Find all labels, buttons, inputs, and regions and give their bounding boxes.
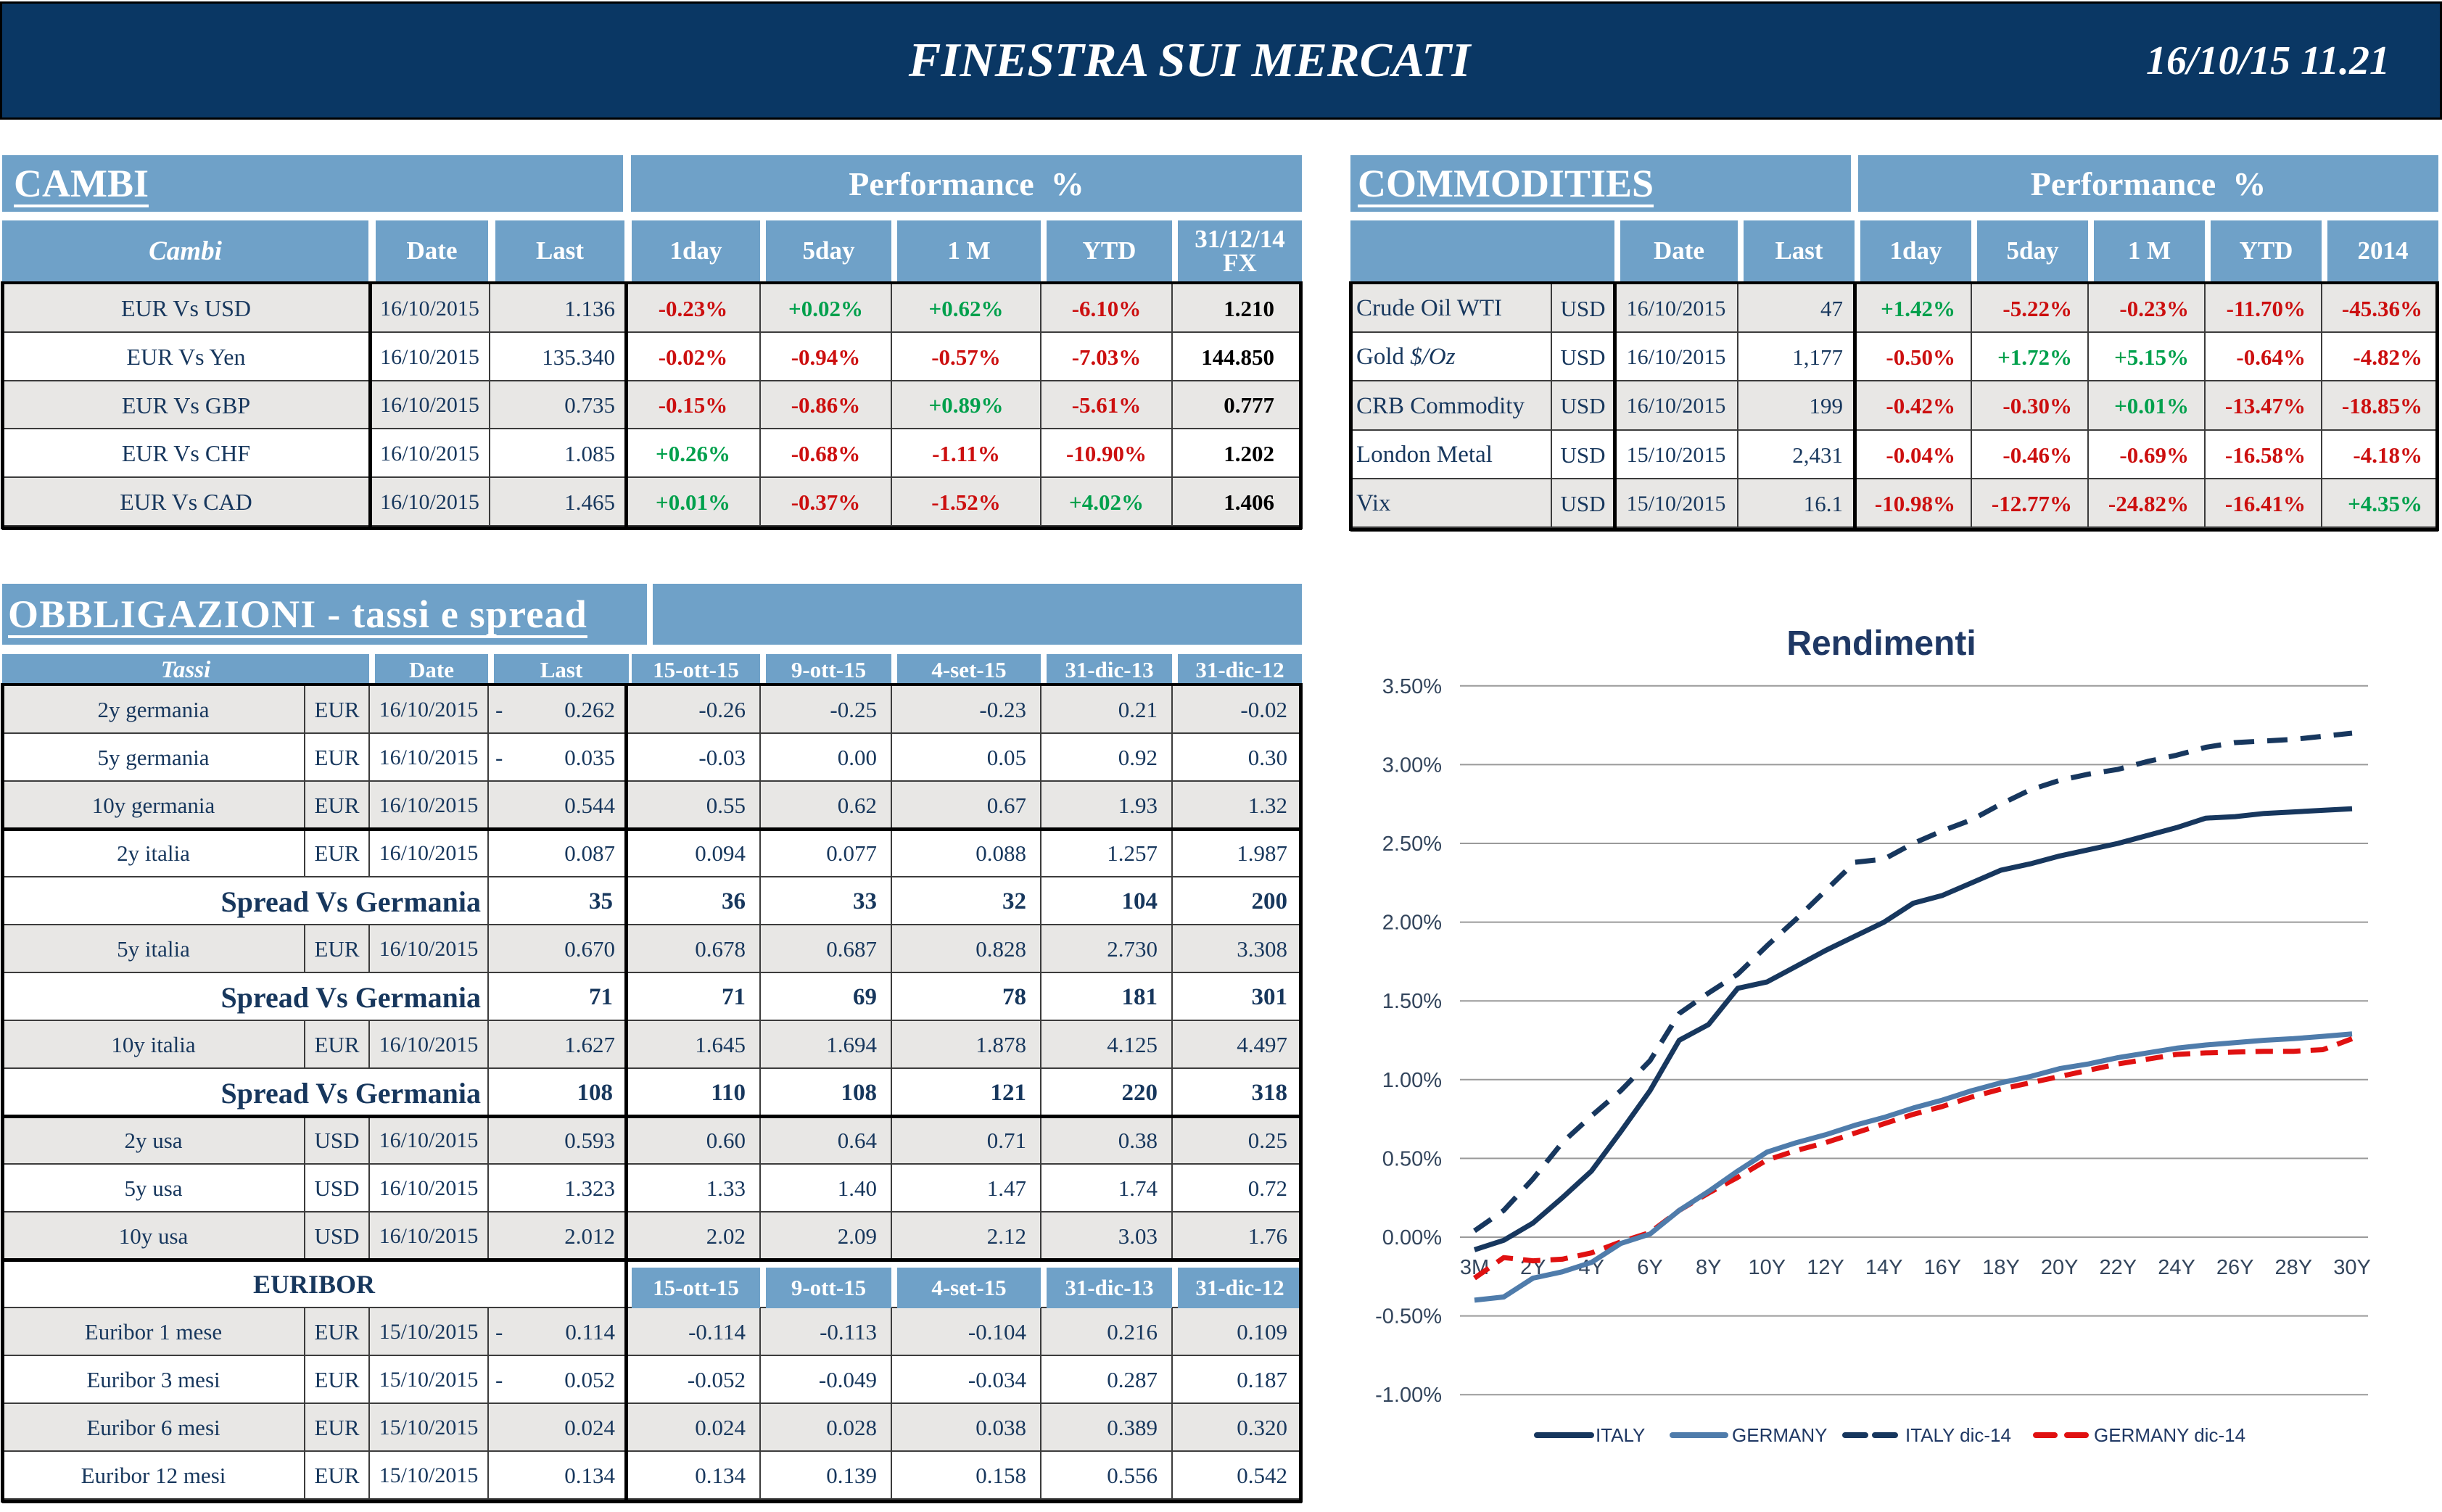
svg-text:28Y: 28Y (2274, 1256, 2312, 1279)
svg-text:-1.00%: -1.00% (1375, 1384, 1442, 1407)
svg-text:30Y: 30Y (2333, 1256, 2371, 1279)
svg-text:2.50%: 2.50% (1382, 833, 1442, 856)
svg-text:3.00%: 3.00% (1382, 753, 1442, 777)
svg-text:0.00%: 0.00% (1382, 1226, 1442, 1249)
svg-text:12Y: 12Y (1807, 1256, 1844, 1279)
svg-text:6Y: 6Y (1637, 1256, 1662, 1279)
svg-text:22Y: 22Y (2099, 1256, 2137, 1279)
svg-text:Rendimenti: Rendimenti (1786, 624, 1976, 663)
svg-text:20Y: 20Y (2041, 1256, 2079, 1279)
svg-text:-0.50%: -0.50% (1375, 1305, 1442, 1329)
svg-text:14Y: 14Y (1865, 1256, 1903, 1279)
svg-text:GERMANY: GERMANY (1732, 1424, 1827, 1446)
svg-text:1.00%: 1.00% (1382, 1069, 1442, 1092)
svg-text:24Y: 24Y (2158, 1256, 2195, 1279)
svg-text:ITALY: ITALY (1596, 1424, 1645, 1446)
svg-text:0.50%: 0.50% (1382, 1147, 1442, 1170)
svg-text:26Y: 26Y (2216, 1256, 2254, 1279)
svg-text:1.50%: 1.50% (1382, 990, 1442, 1013)
svg-text:16Y: 16Y (1923, 1256, 1961, 1279)
svg-text:ITALY dic-14: ITALY dic-14 (1905, 1424, 2011, 1446)
svg-text:3.50%: 3.50% (1382, 675, 1442, 698)
svg-text:18Y: 18Y (1982, 1256, 2020, 1279)
svg-text:8Y: 8Y (1696, 1256, 1721, 1279)
svg-text:10Y: 10Y (1748, 1256, 1786, 1279)
svg-text:GERMANY dic-14: GERMANY dic-14 (2094, 1424, 2245, 1446)
svg-text:2.00%: 2.00% (1382, 912, 1442, 935)
